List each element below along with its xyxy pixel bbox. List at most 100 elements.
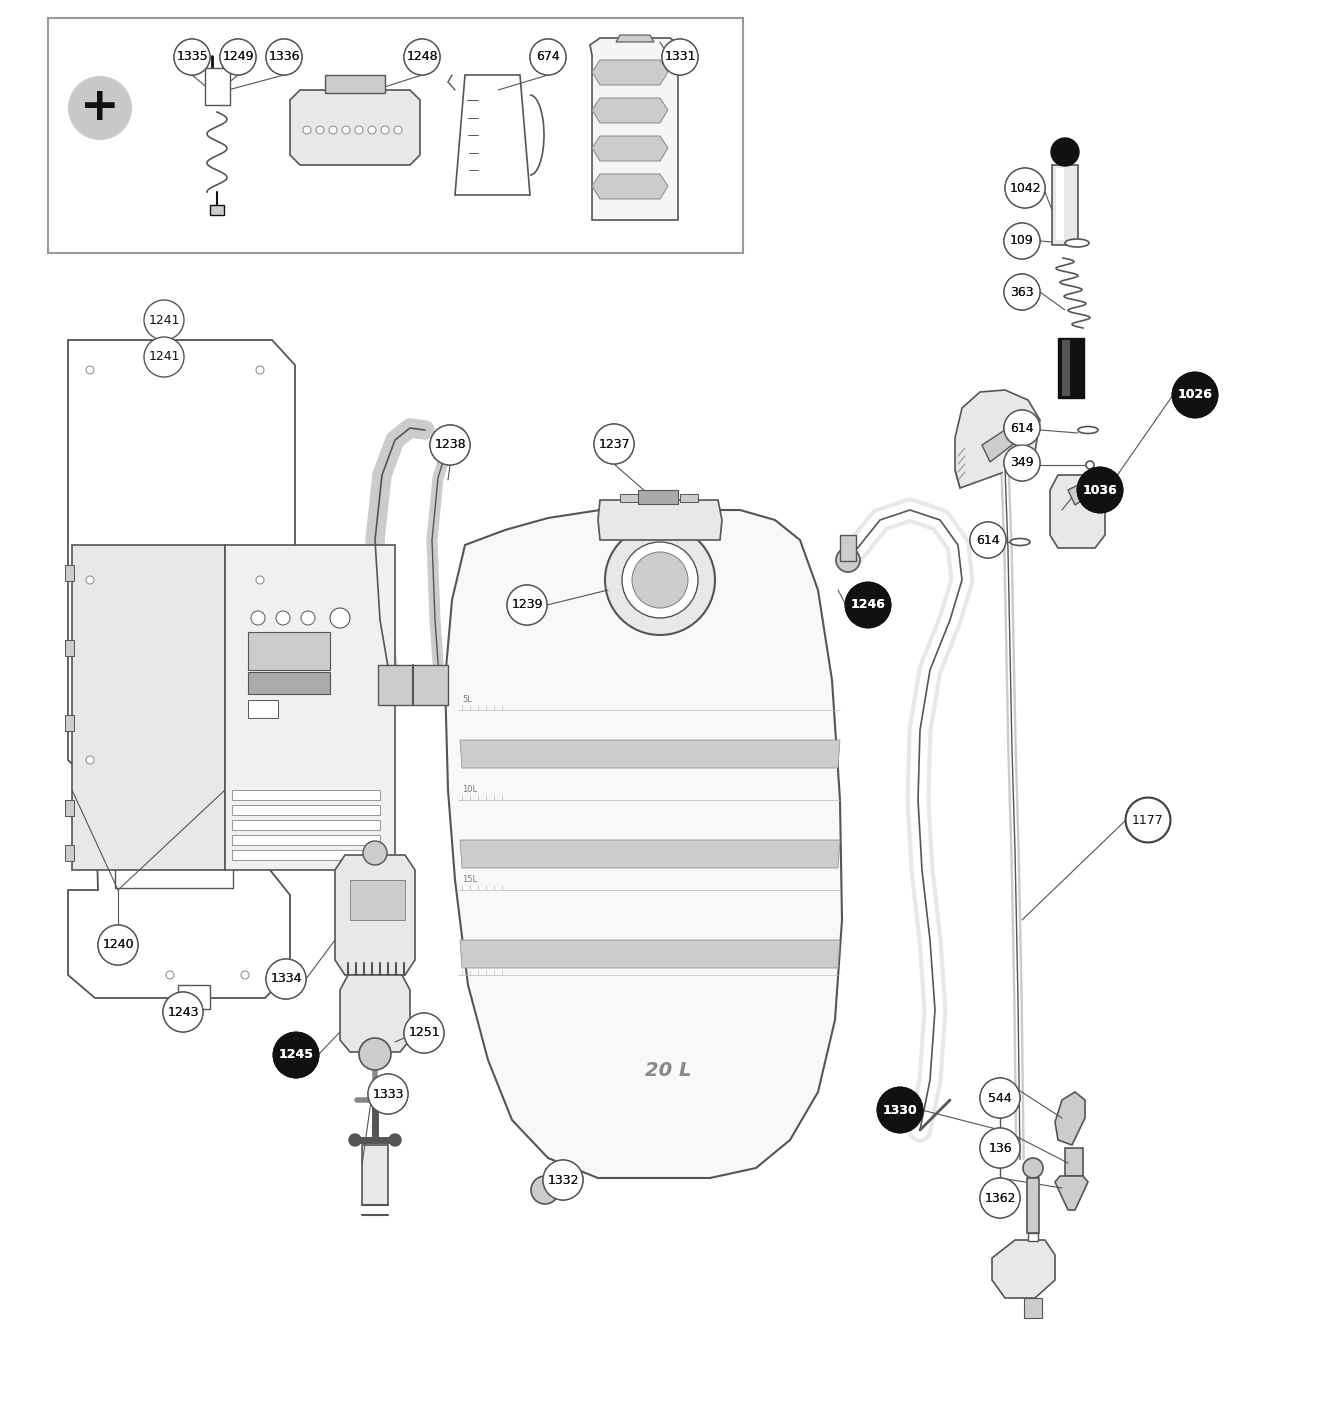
Polygon shape	[206, 68, 230, 104]
Polygon shape	[1068, 474, 1105, 505]
Text: +: +	[81, 86, 120, 130]
Circle shape	[1004, 409, 1040, 446]
Text: 614: 614	[1011, 422, 1034, 435]
Circle shape	[1126, 798, 1171, 842]
Circle shape	[970, 522, 1007, 558]
Circle shape	[274, 1034, 319, 1077]
Text: 1239: 1239	[511, 599, 543, 611]
Text: 1336: 1336	[269, 51, 300, 64]
Text: 1238: 1238	[434, 439, 466, 452]
Polygon shape	[591, 97, 668, 123]
Circle shape	[845, 583, 890, 627]
Text: 1238: 1238	[434, 439, 466, 452]
Circle shape	[663, 40, 698, 75]
Polygon shape	[456, 75, 530, 195]
Bar	[249, 672, 331, 695]
Circle shape	[1004, 445, 1040, 481]
Circle shape	[594, 424, 634, 465]
Circle shape	[405, 40, 439, 75]
Circle shape	[970, 522, 1007, 558]
Circle shape	[980, 1178, 1020, 1219]
Text: 1246: 1246	[851, 599, 886, 611]
Polygon shape	[460, 940, 840, 969]
Circle shape	[274, 1034, 319, 1077]
Text: 1042: 1042	[1009, 182, 1040, 195]
Circle shape	[1004, 274, 1040, 311]
Circle shape	[605, 525, 715, 635]
Circle shape	[220, 40, 255, 75]
Circle shape	[1078, 467, 1122, 513]
Text: 1239: 1239	[511, 599, 543, 611]
Circle shape	[543, 1161, 583, 1200]
Text: 1251: 1251	[409, 1027, 439, 1039]
Circle shape	[255, 576, 263, 585]
Text: 1362: 1362	[984, 1192, 1016, 1204]
Bar	[1056, 168, 1064, 240]
Bar	[233, 834, 380, 844]
Circle shape	[530, 40, 566, 75]
Circle shape	[167, 971, 173, 979]
Circle shape	[220, 40, 255, 75]
Circle shape	[531, 1176, 559, 1204]
Circle shape	[663, 40, 698, 75]
Bar	[233, 820, 380, 830]
Polygon shape	[1055, 1091, 1085, 1145]
Circle shape	[543, 1161, 583, 1200]
Text: 1036: 1036	[1083, 483, 1117, 497]
Circle shape	[368, 126, 376, 134]
Text: 674: 674	[536, 51, 560, 64]
Circle shape	[329, 126, 337, 134]
Circle shape	[594, 424, 634, 465]
Polygon shape	[1050, 474, 1105, 548]
Text: 1246: 1246	[851, 599, 886, 611]
Circle shape	[349, 1134, 362, 1147]
Bar	[177, 986, 210, 1010]
Text: 1248: 1248	[406, 51, 438, 64]
Circle shape	[1051, 138, 1079, 167]
Circle shape	[1126, 798, 1171, 842]
Bar	[1062, 340, 1070, 395]
Ellipse shape	[1078, 426, 1098, 433]
Circle shape	[1078, 467, 1122, 513]
Circle shape	[1004, 445, 1040, 481]
Text: 109: 109	[1011, 234, 1034, 247]
Circle shape	[1005, 168, 1046, 208]
Circle shape	[1004, 409, 1040, 446]
Text: 363: 363	[1011, 285, 1034, 298]
Circle shape	[632, 552, 688, 609]
Text: 1249: 1249	[222, 51, 254, 64]
Polygon shape	[591, 174, 668, 199]
Text: 1335: 1335	[176, 51, 208, 64]
Circle shape	[163, 993, 203, 1032]
Circle shape	[86, 366, 94, 374]
Polygon shape	[591, 136, 668, 161]
Bar	[1027, 1178, 1039, 1233]
Polygon shape	[956, 390, 1040, 489]
Text: 1249: 1249	[222, 51, 254, 64]
Bar	[65, 565, 74, 580]
Circle shape	[836, 548, 860, 572]
Bar	[1064, 1148, 1083, 1176]
Circle shape	[368, 1075, 409, 1114]
Circle shape	[69, 76, 132, 140]
Text: 544: 544	[988, 1091, 1012, 1104]
Circle shape	[405, 1012, 444, 1053]
Text: 1237: 1237	[598, 438, 630, 450]
Ellipse shape	[1064, 239, 1089, 247]
Circle shape	[980, 1077, 1020, 1118]
Circle shape	[266, 40, 302, 75]
Circle shape	[363, 842, 387, 866]
Text: 1243: 1243	[167, 1005, 199, 1018]
Polygon shape	[224, 545, 395, 870]
Circle shape	[266, 959, 306, 1000]
Text: 5L: 5L	[462, 695, 472, 705]
Text: 614: 614	[1011, 422, 1034, 435]
Circle shape	[1005, 168, 1046, 208]
Text: 1331: 1331	[664, 51, 696, 64]
Circle shape	[144, 337, 184, 377]
Bar	[1052, 165, 1078, 246]
Circle shape	[163, 993, 203, 1032]
Text: 20 L: 20 L	[645, 1060, 691, 1080]
Bar	[65, 640, 74, 657]
Bar	[233, 789, 380, 801]
